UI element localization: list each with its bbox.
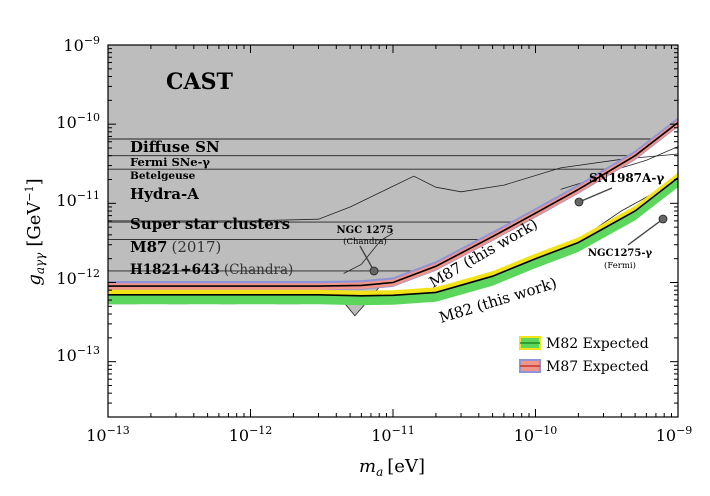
- m87-limit-line: [108, 121, 678, 287]
- cast-label: CAST: [166, 69, 233, 95]
- super-star-clusters-label: Super star clusters: [130, 215, 290, 233]
- ngc1275-pointer: [359, 245, 375, 272]
- x-tick-label: 10−9: [656, 424, 693, 445]
- x-tick-label: 10−10: [514, 424, 558, 445]
- y-tick-labels: 10−9 10−10 10−11 10−12 10−13: [56, 34, 100, 365]
- m87-2017-label: M87 (2017): [130, 238, 221, 256]
- legend-label-m82: M82 Expected: [546, 336, 649, 352]
- y-axis-title: gaγγ[GeV−1]: [23, 178, 47, 285]
- ngc1275-fermi-marker: [658, 214, 668, 224]
- ngc1275-label: NGC 1275: [337, 225, 394, 236]
- ngc1275-boundary: [343, 232, 394, 274]
- sn1987a-pointer: [578, 187, 613, 203]
- sn1987a-label: SN1987A-γ: [589, 171, 664, 185]
- legend-label-m87: M87 Expected: [546, 359, 649, 375]
- betelgeuse-label: Betelgeuse: [130, 170, 196, 182]
- y-tick-label: 10−13: [56, 344, 100, 365]
- y-tick-label: 10−12: [56, 267, 100, 288]
- sn1987a-marker: [574, 197, 584, 207]
- y-tick-label: 10−9: [63, 34, 100, 55]
- y-tick-label: 10−10: [56, 111, 100, 132]
- horizontal-limit-lines: [108, 138, 655, 272]
- x-tick-label: 10−13: [86, 424, 130, 445]
- fermi-sne-label: Fermi SNe-γ: [130, 155, 210, 169]
- axis-ticks: [107, 44, 679, 418]
- ngc1275-fermi-label: NGC1275-γ: [588, 248, 653, 259]
- super-star-clusters-boundary: [108, 153, 678, 222]
- ngc1275-fermi-pointer: [627, 218, 664, 246]
- x-tick-label: 10−12: [229, 424, 273, 445]
- x-axis-title: ma [eV]: [359, 456, 425, 479]
- ngc1275-tag: (Chandra): [343, 236, 387, 247]
- x-tick-label: 10−11: [371, 424, 415, 445]
- ngc1275-marker: [369, 266, 379, 276]
- legend: M82 Expected M87 Expected: [519, 336, 649, 375]
- x-tick-labels: 10−13 10−12 10−11 10−10 10−9: [86, 424, 692, 445]
- h1821-label: H1821+643 (Chandra): [130, 262, 293, 278]
- annotation-pointers: [359, 187, 668, 276]
- plot-area: [108, 45, 678, 417]
- excluded-region: [108, 45, 678, 285]
- y-tick-label: 10−11: [56, 189, 100, 210]
- legend-item-m87: M87 Expected: [519, 359, 649, 375]
- ngc1275-fermi-tag: (Fermi): [604, 260, 636, 271]
- legend-item-m82: M82 Expected: [519, 336, 649, 352]
- m82-limit-line: [108, 177, 678, 297]
- hydra-a-label: Hydra-A: [130, 185, 199, 203]
- diffuse-sn-label: Diffuse SN: [130, 138, 220, 156]
